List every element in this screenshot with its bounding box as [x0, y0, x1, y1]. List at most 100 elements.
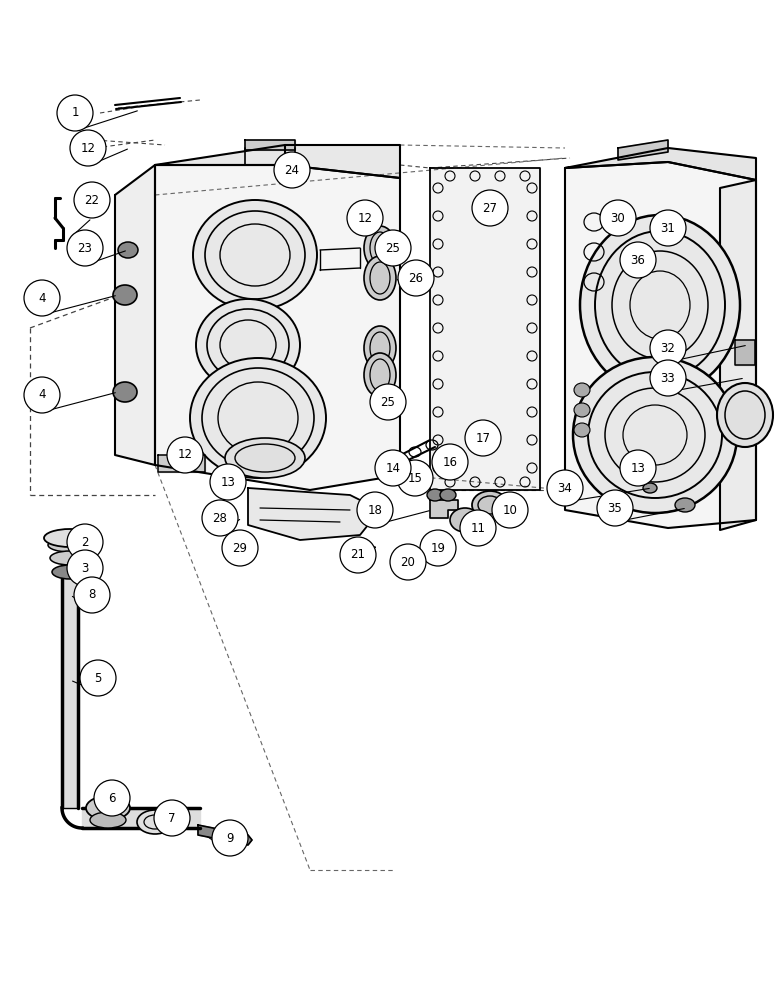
Ellipse shape — [472, 491, 508, 519]
Circle shape — [390, 544, 426, 580]
Ellipse shape — [675, 498, 695, 512]
Ellipse shape — [364, 256, 396, 300]
Ellipse shape — [573, 357, 737, 513]
Text: 29: 29 — [233, 542, 248, 554]
Circle shape — [492, 492, 528, 528]
Text: 22: 22 — [85, 194, 99, 207]
Text: 7: 7 — [168, 812, 175, 824]
Circle shape — [24, 377, 60, 413]
Polygon shape — [155, 165, 400, 490]
Circle shape — [465, 420, 501, 456]
Polygon shape — [158, 455, 205, 472]
Circle shape — [600, 200, 636, 236]
Text: 2: 2 — [81, 536, 88, 548]
Circle shape — [398, 260, 434, 296]
Circle shape — [274, 152, 310, 188]
Text: 19: 19 — [431, 542, 445, 554]
Circle shape — [80, 660, 116, 696]
Circle shape — [397, 460, 433, 496]
Ellipse shape — [113, 382, 137, 402]
Ellipse shape — [137, 810, 173, 834]
Text: 4: 4 — [38, 292, 46, 304]
Ellipse shape — [408, 470, 428, 486]
Text: 30: 30 — [611, 212, 625, 225]
Polygon shape — [430, 500, 458, 518]
Ellipse shape — [364, 226, 396, 270]
Text: 6: 6 — [108, 792, 116, 804]
Circle shape — [340, 537, 376, 573]
Circle shape — [222, 530, 258, 566]
Ellipse shape — [385, 457, 405, 473]
Text: 10: 10 — [503, 504, 518, 516]
Circle shape — [67, 230, 103, 266]
Ellipse shape — [450, 508, 480, 532]
Circle shape — [74, 182, 110, 218]
Ellipse shape — [50, 551, 90, 565]
Polygon shape — [430, 168, 540, 490]
Ellipse shape — [427, 489, 443, 501]
Circle shape — [357, 492, 393, 528]
Circle shape — [620, 242, 656, 278]
Circle shape — [375, 450, 411, 486]
Polygon shape — [735, 340, 755, 365]
Ellipse shape — [44, 529, 96, 547]
Circle shape — [154, 800, 190, 836]
Ellipse shape — [643, 483, 657, 493]
Text: 14: 14 — [386, 462, 400, 475]
Text: 25: 25 — [380, 395, 396, 408]
Polygon shape — [565, 148, 756, 180]
Text: 23: 23 — [78, 241, 92, 254]
Ellipse shape — [364, 353, 396, 397]
Text: 9: 9 — [227, 832, 234, 844]
Ellipse shape — [90, 812, 126, 828]
Text: 17: 17 — [476, 432, 490, 444]
Polygon shape — [618, 140, 668, 160]
Circle shape — [210, 464, 246, 500]
Ellipse shape — [193, 200, 317, 310]
Text: 16: 16 — [442, 456, 458, 468]
Text: 5: 5 — [95, 672, 102, 684]
Ellipse shape — [225, 438, 305, 478]
Text: 12: 12 — [81, 141, 95, 154]
Ellipse shape — [190, 358, 326, 478]
Circle shape — [370, 384, 406, 420]
Ellipse shape — [364, 326, 396, 370]
Circle shape — [432, 444, 468, 480]
Text: 31: 31 — [660, 222, 675, 234]
Circle shape — [650, 330, 686, 366]
Circle shape — [67, 524, 103, 560]
Circle shape — [547, 470, 583, 506]
Polygon shape — [245, 140, 295, 150]
Text: 34: 34 — [558, 482, 573, 494]
Polygon shape — [115, 165, 155, 465]
Text: 35: 35 — [608, 502, 622, 514]
Text: 15: 15 — [407, 472, 422, 485]
Circle shape — [202, 500, 238, 536]
Text: 3: 3 — [81, 562, 88, 574]
Circle shape — [74, 577, 110, 613]
Ellipse shape — [574, 383, 590, 397]
Ellipse shape — [440, 454, 460, 470]
Text: 27: 27 — [483, 202, 497, 215]
Ellipse shape — [52, 565, 88, 579]
Text: 36: 36 — [631, 253, 646, 266]
Circle shape — [650, 360, 686, 396]
Ellipse shape — [440, 489, 456, 501]
Text: 32: 32 — [660, 342, 675, 355]
Circle shape — [650, 210, 686, 246]
Text: 28: 28 — [213, 512, 227, 524]
Circle shape — [212, 820, 248, 856]
Text: 1: 1 — [71, 106, 78, 119]
Ellipse shape — [574, 403, 590, 417]
Text: 24: 24 — [285, 163, 300, 176]
Text: 13: 13 — [220, 476, 235, 488]
Polygon shape — [82, 808, 200, 828]
Ellipse shape — [86, 796, 130, 820]
Polygon shape — [720, 180, 756, 530]
Ellipse shape — [473, 430, 493, 446]
Ellipse shape — [574, 423, 590, 437]
Text: 12: 12 — [358, 212, 372, 225]
Circle shape — [67, 550, 103, 586]
Polygon shape — [198, 825, 252, 845]
Text: 25: 25 — [386, 241, 400, 254]
